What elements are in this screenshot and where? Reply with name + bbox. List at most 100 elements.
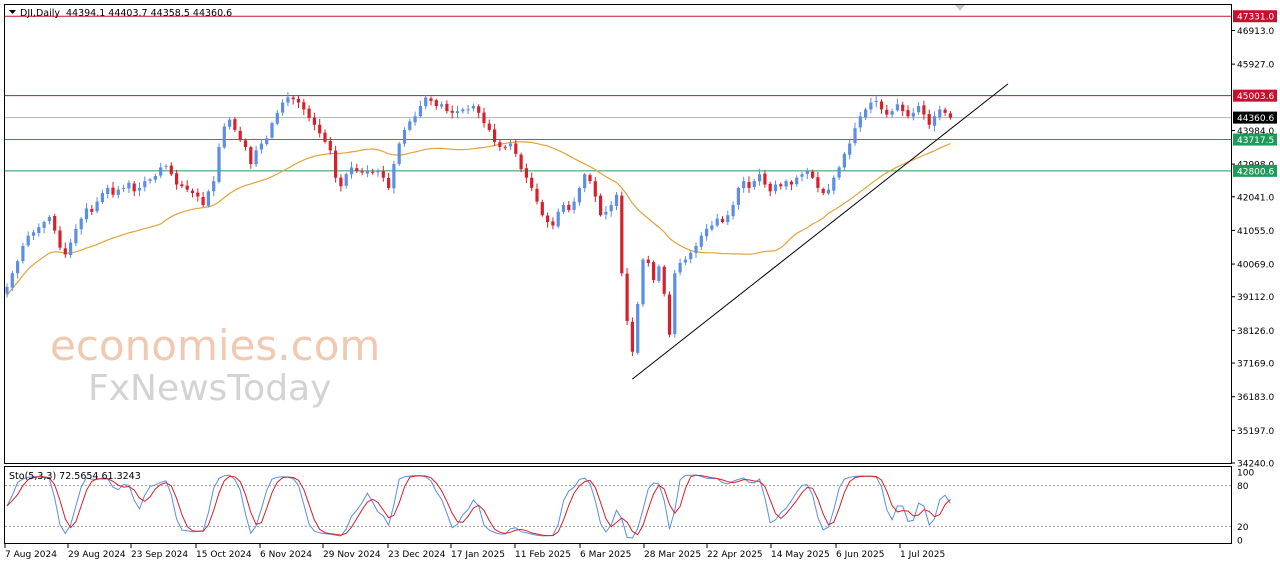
candle-body — [312, 117, 316, 125]
stochastic-scale-label: 80 — [1237, 482, 1249, 492]
stochastic-scale-label: 20 — [1237, 523, 1249, 533]
candle-body — [31, 232, 36, 236]
candle-body — [206, 191, 210, 206]
price-tick-label: 42041.0 — [1237, 193, 1274, 203]
candle-body — [911, 112, 915, 117]
candle-body — [228, 119, 232, 127]
candle-body — [577, 187, 581, 203]
candle-body — [95, 201, 99, 212]
candle-body — [885, 109, 889, 115]
stochastic-label: Sto(5,3,3) 72.5654 61.3243 — [9, 471, 141, 482]
candle-body — [614, 194, 619, 206]
candle-body — [249, 147, 253, 165]
candle-body — [620, 195, 624, 274]
candle-body — [233, 119, 237, 130]
candle-body — [879, 101, 884, 110]
candle-body — [243, 140, 248, 147]
candle-body — [381, 171, 385, 178]
trendline[interactable] — [632, 83, 1009, 380]
candle-body — [567, 204, 571, 211]
candle-body — [752, 181, 756, 188]
candle-body — [927, 114, 931, 125]
candle-body — [323, 132, 327, 142]
candle-body — [450, 110, 454, 113]
candle-body — [482, 112, 486, 124]
symbol-menu-dropdown-icon[interactable] — [9, 10, 16, 14]
price-tick-label: 39112.0 — [1237, 293, 1274, 303]
time-tick-label: 6 Nov 2024 — [260, 550, 312, 560]
candle-body — [159, 167, 163, 176]
price-level-tag-label: 44360.6 — [1237, 114, 1274, 124]
candle-body — [837, 167, 841, 178]
watermark-fxnewstoday: FxNewsToday — [88, 368, 331, 409]
candle-body — [901, 104, 905, 112]
candle-body — [328, 140, 332, 151]
candle-body — [408, 121, 412, 130]
time-tick-label: 1 Jul 2025 — [900, 550, 945, 560]
time-tick-label: 22 Apr 2025 — [707, 550, 763, 560]
candle-body — [572, 201, 576, 210]
candle-body — [763, 173, 767, 185]
candle-body — [212, 181, 216, 192]
candle-body — [90, 208, 94, 212]
candle-body — [498, 142, 502, 147]
time-tick-label: 6 Jun 2025 — [836, 550, 884, 560]
candle-body — [116, 189, 120, 195]
candle-body — [169, 165, 173, 175]
candle-body — [111, 187, 115, 195]
candle-body — [673, 273, 677, 335]
candle-body — [164, 165, 168, 167]
time-tick-label: 23 Sep 2024 — [131, 550, 188, 560]
candle-body — [259, 143, 263, 150]
candle-body — [371, 171, 375, 173]
candle-body — [281, 102, 285, 113]
candle-body — [821, 188, 825, 194]
price-tick-label: 36183.0 — [1237, 393, 1274, 403]
candle-body — [779, 184, 783, 187]
candle-body — [376, 170, 380, 173]
candle-body — [148, 179, 152, 181]
candle-body — [683, 259, 687, 263]
candlesticks — [5, 92, 952, 357]
candle-body — [890, 111, 894, 115]
candle-body — [222, 126, 226, 148]
candle-body — [275, 112, 279, 124]
candle-body — [731, 204, 735, 217]
candle-body — [238, 130, 242, 141]
candle-body — [736, 187, 740, 205]
candle-body — [853, 128, 857, 144]
trendline-group[interactable] — [632, 83, 1009, 380]
candle-body — [604, 211, 608, 215]
time-tick-label: 11 Feb 2025 — [515, 550, 571, 560]
candle-body — [773, 184, 778, 192]
candle-body — [588, 175, 592, 182]
price-level-tag-label: 47331.0 — [1237, 13, 1274, 23]
candle-body — [546, 215, 550, 223]
candle-body — [53, 216, 57, 231]
candle-body — [784, 181, 788, 187]
candle-body — [344, 174, 348, 186]
price-tick-label: 38126.0 — [1237, 327, 1274, 337]
candle-body — [339, 177, 343, 187]
candle-body — [217, 146, 221, 182]
candle-body — [477, 106, 481, 113]
candle-body — [201, 197, 205, 205]
candle-body — [307, 108, 311, 118]
candle-body — [874, 100, 878, 103]
candle-body — [657, 266, 661, 281]
candle-body — [826, 189, 831, 194]
candle-body — [917, 106, 921, 113]
price-tick-label: 43984.0 — [1237, 127, 1274, 137]
candle-body — [190, 190, 195, 194]
candle-body — [583, 174, 587, 189]
candle-body — [5, 286, 9, 294]
candle-body — [720, 218, 725, 223]
moving-average-line — [6, 141, 951, 296]
candle-body — [662, 266, 666, 294]
stochastic-scale-label: 0 — [1237, 537, 1243, 547]
candle-body — [418, 106, 422, 117]
candle-body — [726, 215, 730, 223]
candle-body — [286, 97, 290, 103]
candle-body — [811, 171, 815, 178]
